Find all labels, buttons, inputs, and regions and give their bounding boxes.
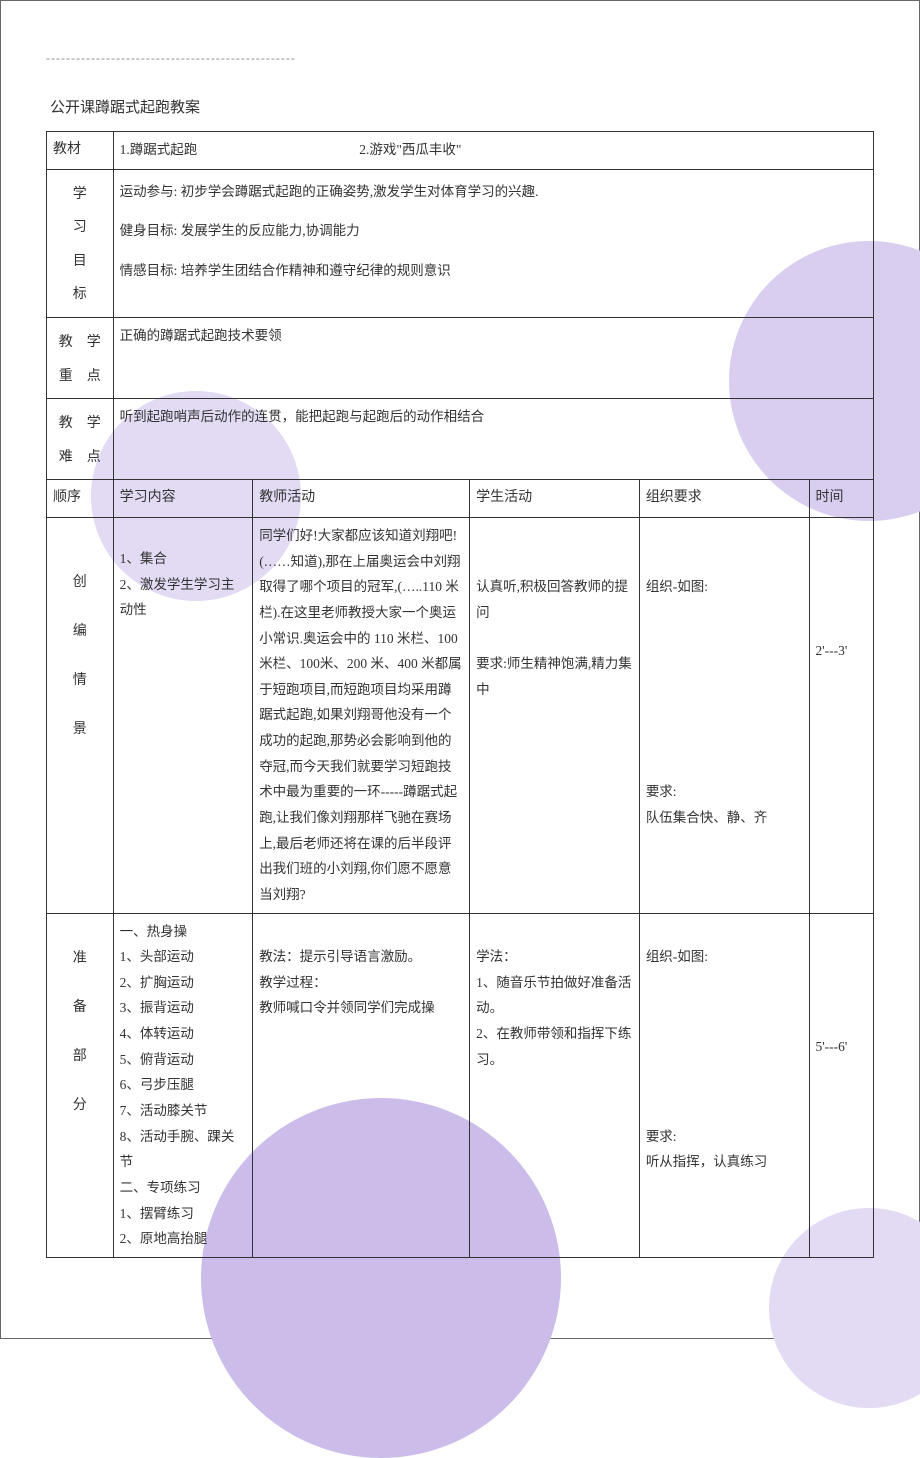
col-org: 组织要求 [639,480,809,518]
row-label-goals: 学习目标 [47,169,114,317]
scene-org: 组织-如图: 要求: 队伍集合快、静、齐 [639,517,809,913]
goal-3: 情感目标: 培养学生团结合作精神和遵守纪律的规则意识 [120,258,867,284]
scene-teacher: 同学们好!大家都应该知道刘翔吧!(……知道),那在上届奥运会中刘翔取得了哪个项目… [253,517,470,913]
prep-time: 5'---6' [809,913,874,1257]
table-row: 学习目标 运动参与: 初步学会蹲踞式起跑的正确姿势,激发学生对体育学习的兴趣. … [47,169,874,317]
goal-1: 运动参与: 初步学会蹲踞式起跑的正确姿势,激发学生对体育学习的兴趣. [120,179,867,205]
table-row: 教材 1.蹲踞式起跑 2.游戏"西瓜丰收" [47,132,874,170]
lesson-plan-table: 教材 1.蹲踞式起跑 2.游戏"西瓜丰收" 学习目标 运动参与: 初步学会蹲踞式… [46,131,874,1258]
prep-student: 学法： 1、随音乐节拍做好准备活动。 2、在教师带领和指挥下练习。 [470,913,640,1257]
cell-goals: 运动参与: 初步学会蹲踞式起跑的正确姿势,激发学生对体育学习的兴趣. 健身目标:… [113,169,873,317]
col-time: 时间 [809,480,874,518]
goal-2: 健身目标: 发展学生的反应能力,协调能力 [120,218,867,244]
col-student: 学生活动 [470,480,640,518]
table-row: 准备部分 一、热身操 1、头部运动 2、扩胸运动 3、振背运动 4、体转运动 5… [47,913,874,1257]
prep-teacher: 教法：提示引导语言激励。 教学过程： 教师喊口令并领同学们完成操 [253,913,470,1257]
col-seq: 顺序 [47,480,114,518]
scene-content: 1、集合 2、激发学生学习主动性 [113,517,253,913]
table-row: 教 学重 点 正确的蹲踞式起跑技术要领 [47,317,874,398]
page-title: 公开课蹲踞式起跑教案 [46,96,874,117]
cell-focus: 正确的蹲踞式起跑技术要领 [113,317,873,398]
table-row: 创编情景 1、集合 2、激发学生学习主动性 同学们好!大家都应该知道刘翔吧!(…… [47,517,874,913]
row-label-prep: 准备部分 [47,913,114,1257]
row-label-material: 教材 [47,132,114,170]
col-content: 学习内容 [113,480,253,518]
top-dashes: ----------------------------------------… [46,51,874,66]
row-label-focus: 教 学重 点 [47,317,114,398]
scene-student: 认真听,积极回答教师的提问 要求:师生精神饱满,精力集中 [470,517,640,913]
scene-time: 2'---3' [809,517,874,913]
cell-difficulty: 听到起跑哨声后动作的连贯，能把起跑与起跑后的动作相结合 [113,399,873,480]
cell-material: 1.蹲踞式起跑 2.游戏"西瓜丰收" [113,132,873,170]
table-row: 顺序 学习内容 教师活动 学生活动 组织要求 时间 [47,480,874,518]
row-label-scene: 创编情景 [47,517,114,913]
row-label-difficulty: 教 学难 点 [47,399,114,480]
prep-org: 组织-如图: 要求: 听从指挥，认真练习 [639,913,809,1257]
prep-content: 一、热身操 1、头部运动 2、扩胸运动 3、振背运动 4、体转运动 5、俯背运动… [113,913,253,1257]
table-row: 教 学难 点 听到起跑哨声后动作的连贯，能把起跑与起跑后的动作相结合 [47,399,874,480]
col-teacher: 教师活动 [253,480,470,518]
